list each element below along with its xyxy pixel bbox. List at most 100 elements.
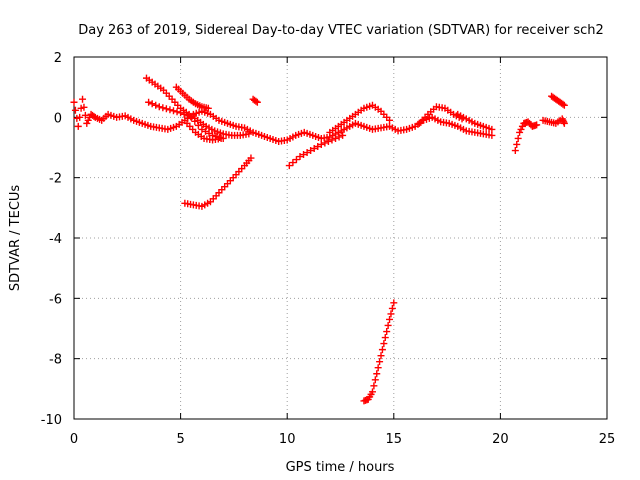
data-point-interp (162, 105, 170, 113)
data-point (204, 104, 212, 112)
series-main-band (70, 95, 496, 145)
series-dip-6h (181, 154, 255, 210)
x-tick-label: 0 (70, 432, 78, 447)
data-point-interp (159, 104, 167, 112)
x-axis-label: GPS time / hours (286, 460, 395, 475)
data-point-interp (380, 340, 388, 348)
data-point (373, 370, 381, 378)
x-tick-label: 10 (279, 432, 296, 447)
y-axis-label: SDTVAR / TECUs (8, 185, 23, 292)
data-point-interp (148, 100, 156, 108)
y-tick-label: -10 (41, 413, 62, 428)
data-point-interp (173, 108, 181, 116)
series-segment-22h (539, 115, 568, 127)
data-point-interp (201, 127, 209, 135)
data-point-interp (384, 321, 392, 329)
data-point (386, 315, 394, 323)
data-point (511, 147, 519, 155)
data-point (217, 134, 225, 142)
data-point-interp (194, 121, 202, 129)
data-point-interp (324, 137, 332, 145)
data-point-interp (180, 110, 188, 118)
data-point-interp (513, 140, 521, 148)
data-point (381, 334, 389, 342)
data-point (488, 131, 496, 139)
data-point-interp (205, 129, 213, 137)
data-point-interp (76, 113, 84, 121)
series-arc-mid-1 (326, 101, 394, 136)
data-point-interp (303, 149, 311, 157)
data-point (386, 116, 394, 124)
series-arc-early-4 (183, 119, 225, 144)
data-point-interp (370, 382, 378, 390)
data-point-interp (292, 156, 300, 164)
series-arc-early-1 (142, 74, 253, 139)
series-steep-14h (360, 299, 398, 405)
y-tick-label: 0 (54, 111, 62, 126)
data-point-interp (378, 346, 386, 354)
data-point-interp (376, 358, 384, 366)
data-point (245, 130, 253, 138)
data-point-interp (71, 106, 79, 114)
data-point-interp (321, 139, 329, 147)
series-segment-8h (249, 95, 261, 106)
data-point (377, 352, 385, 360)
data-point (488, 125, 496, 133)
x-tick-label: 20 (492, 432, 509, 447)
data-point (339, 131, 347, 139)
data-point (307, 147, 315, 155)
data-point (560, 101, 568, 109)
data-point-interp (314, 142, 322, 150)
data-point (328, 136, 336, 144)
data-point (247, 154, 255, 162)
data-point-interp (332, 134, 340, 142)
data-point-interp (388, 304, 396, 312)
data-point-interp (289, 159, 297, 167)
data-point-interp (184, 112, 192, 120)
data-points (70, 74, 568, 405)
x-tick-label: 25 (599, 432, 616, 447)
plot-frame (73, 56, 608, 420)
y-tick-label: -8 (49, 353, 62, 368)
data-point (296, 153, 304, 161)
data-point-interp (310, 145, 318, 153)
series-arc-late-1 (415, 103, 466, 127)
data-point-interp (80, 103, 88, 111)
axis-ticks: 0 5 10 15 20 25 -10 -8 -6 -4 -2 0 2 (41, 51, 616, 447)
data-point-interp (81, 111, 89, 119)
data-point (145, 98, 153, 106)
data-point-interp (559, 100, 567, 108)
grid (74, 57, 607, 419)
y-tick-label: -4 (49, 232, 62, 247)
data-point (70, 98, 78, 106)
data-point (253, 98, 261, 106)
data-point (79, 95, 87, 103)
y-tick-label: -2 (49, 172, 62, 187)
x-tick-label: 5 (176, 432, 184, 447)
data-point-interp (335, 133, 343, 141)
data-point (285, 162, 293, 170)
data-point (166, 106, 174, 114)
data-point-interp (371, 376, 379, 384)
data-point (317, 140, 325, 148)
data-point (74, 122, 82, 130)
y-tick-label: 2 (54, 51, 62, 66)
series-arc-late-2 (454, 110, 496, 133)
data-point (533, 121, 541, 129)
data-point-interp (387, 310, 395, 318)
data-point (368, 388, 376, 396)
data-point-interp (152, 101, 160, 109)
data-point-interp (169, 107, 177, 115)
data-point-interp (374, 364, 382, 372)
data-point-interp (383, 328, 391, 336)
data-point-interp (191, 117, 199, 125)
data-point (560, 119, 568, 127)
data-point (177, 109, 185, 117)
series-arc-early-2 (172, 83, 212, 112)
series-segment-21h (511, 118, 541, 155)
y-tick-label: -6 (49, 292, 62, 307)
data-point-interp (216, 133, 224, 141)
data-point-interp (252, 97, 260, 105)
series-segment-22h-high (548, 92, 568, 109)
